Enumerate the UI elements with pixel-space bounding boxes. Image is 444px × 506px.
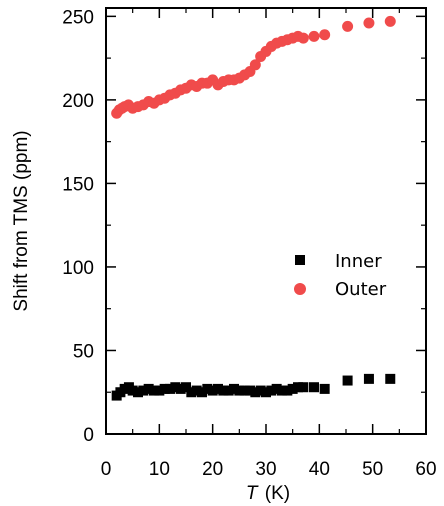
x-tick-labels: 0 10 20 30 40 50 60	[101, 459, 437, 480]
inner-data-point	[175, 383, 186, 394]
inner-data-point	[229, 383, 239, 394]
inner-data-point	[133, 387, 143, 398]
y-tick-label: 250	[62, 7, 94, 28]
inner-data-point	[138, 385, 149, 396]
outer-data-point	[308, 30, 320, 42]
outer-data-point	[342, 20, 354, 32]
x-tick-label: 40	[309, 459, 330, 480]
outer-data-point	[363, 17, 375, 29]
inner-data-point	[266, 385, 277, 396]
x-tick-label: 0	[101, 459, 112, 480]
inner-data-point	[293, 382, 303, 393]
inner-data-point	[261, 387, 271, 398]
y-tick-label: 100	[62, 258, 94, 279]
inner-data-point	[218, 385, 229, 396]
inner-data-point	[342, 375, 353, 386]
x-tick-label: 10	[149, 459, 170, 480]
inner-data-point	[186, 387, 197, 398]
inner-data-point	[197, 387, 207, 398]
inner-data-point	[143, 383, 154, 394]
x-axis-label: T (K)	[246, 483, 290, 504]
inner-data-point	[159, 383, 170, 394]
inner-data-point	[170, 382, 181, 393]
inner-data-point	[309, 382, 319, 393]
inner-data-point	[298, 382, 309, 393]
data-points	[111, 15, 396, 401]
inner-data-point	[277, 385, 287, 396]
inner-data-point	[234, 385, 245, 396]
axis-ticks	[105, 8, 427, 435]
inner-data-point	[207, 385, 218, 396]
x-tick-label: 30	[255, 459, 276, 480]
inner-data-point	[202, 383, 213, 394]
inner-data-point	[250, 387, 261, 398]
inner-data-point	[245, 385, 255, 396]
inner-data-point	[282, 385, 293, 396]
legend-label-inner: Inner	[335, 251, 382, 272]
inner-data-point	[149, 385, 159, 396]
inner-data-point	[287, 383, 298, 394]
x-tick-label: 60	[415, 459, 436, 480]
legend-marker-inner	[295, 255, 305, 265]
inner-data-point	[319, 383, 330, 394]
inner-data-point	[127, 385, 138, 396]
inner-data-point	[165, 383, 175, 394]
y-tick-label: 50	[73, 341, 94, 362]
y-tick-label: 0	[83, 425, 94, 446]
x-axis-symbol: T	[246, 483, 259, 504]
outer-data-point	[249, 59, 261, 71]
inner-data-point	[154, 385, 165, 396]
y-tick-label: 200	[62, 91, 94, 112]
inner-data-point	[363, 373, 374, 384]
legend-marker-outer	[294, 283, 306, 295]
outer-data-point	[384, 15, 396, 27]
x-axis-unit: (K)	[265, 483, 290, 504]
legend-label-outer: Outer	[335, 279, 387, 300]
inner-data-point	[239, 385, 250, 396]
inner-data-point	[191, 385, 202, 396]
outer-data-point	[297, 32, 309, 44]
plot-frame	[105, 7, 427, 435]
outer-data-point	[319, 29, 331, 41]
inner-data-point	[213, 383, 223, 394]
inner-data-point	[255, 385, 266, 396]
inner-data-point	[271, 383, 282, 394]
legend: Inner Outer	[294, 251, 387, 300]
inner-data-point	[223, 385, 234, 396]
y-tick-label: 150	[62, 174, 94, 195]
x-tick-label: 20	[202, 459, 223, 480]
inner-data-point	[385, 373, 396, 384]
x-tick-label: 50	[362, 459, 383, 480]
inner-data-point	[181, 382, 191, 393]
y-tick-labels: 0 50 100 150 200 250	[62, 7, 94, 446]
y-axis-label: Shift from TMS (ppm)	[11, 130, 32, 311]
